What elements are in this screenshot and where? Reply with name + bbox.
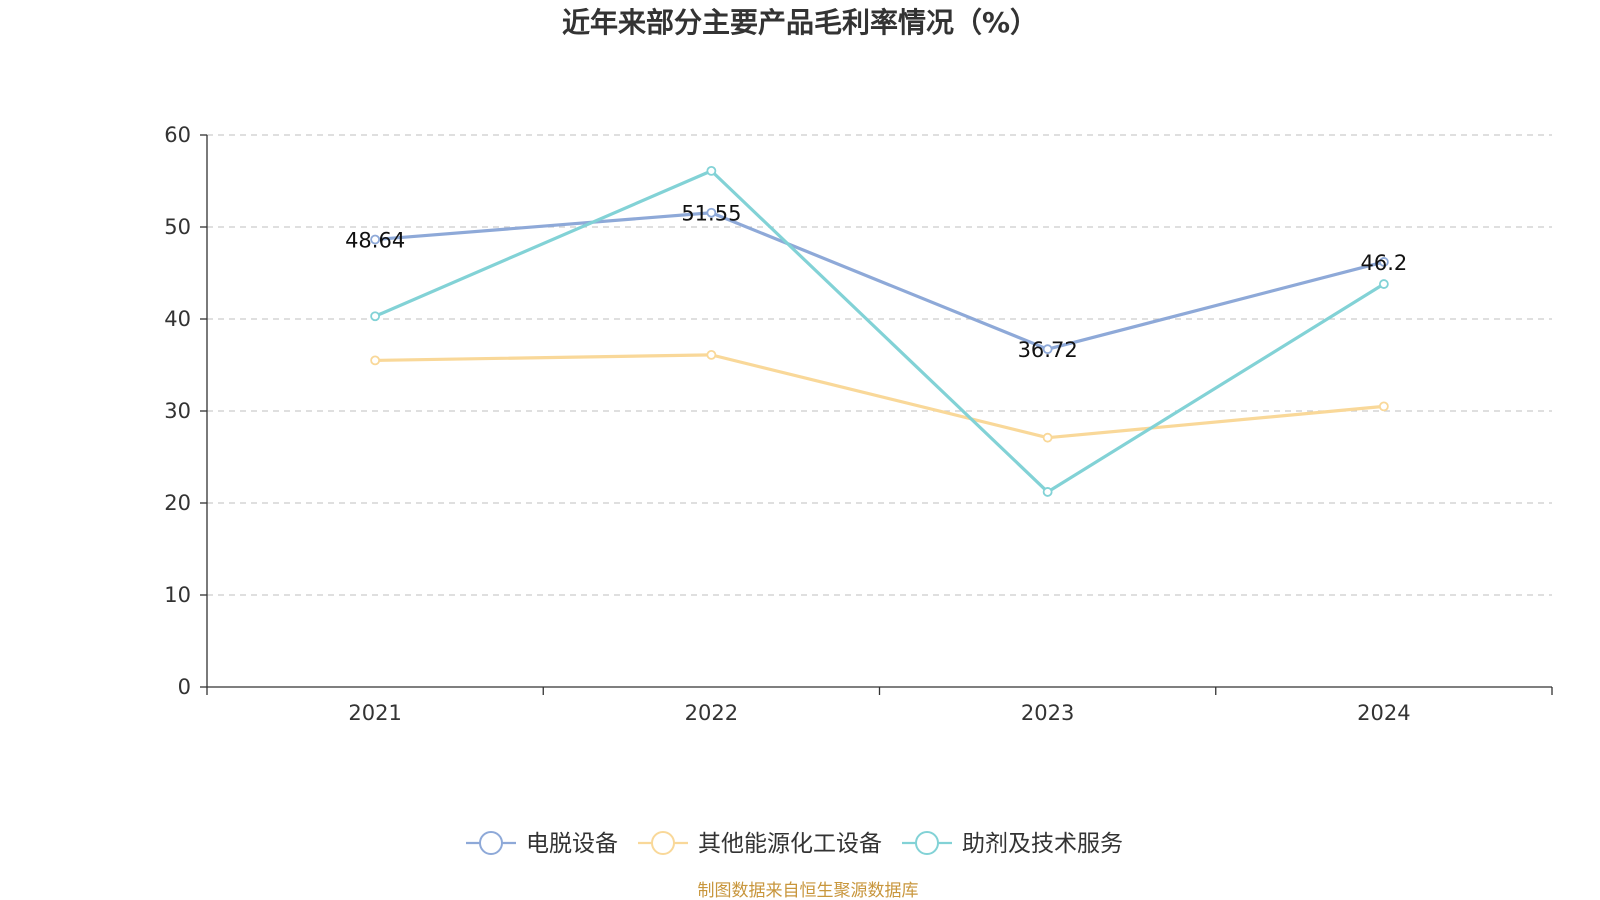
y-tick-label: 30 (164, 399, 191, 423)
data-point[interactable] (706, 349, 717, 360)
x-tick-label: 2023 (1021, 701, 1074, 725)
series-lines (370, 165, 1389, 497)
legend-item[interactable]: 其他能源化工设备 (638, 831, 882, 857)
data-point[interactable] (1378, 257, 1389, 267)
data-point[interactable] (370, 311, 381, 322)
data-point[interactable] (706, 165, 717, 176)
data-point[interactable] (1378, 401, 1389, 412)
data-point[interactable] (1042, 432, 1053, 443)
legend-label: 其他能源化工设备 (698, 831, 882, 857)
x-tick-label: 2022 (685, 701, 738, 725)
y-tick-label: 10 (164, 583, 191, 607)
axes: 0 10 20 30 40 50 60 2021 2022 2023 2024 (164, 123, 1553, 725)
series-group (370, 165, 1389, 497)
series-line (374, 169, 1385, 494)
series-line (375, 353, 1385, 440)
y-tick-label: 20 (164, 491, 191, 515)
legend: 电脱设备 其他能源化工设备 助剂及技术服务 (466, 831, 1123, 857)
series-group (370, 207, 1389, 355)
data-point[interactable] (706, 207, 717, 218)
data-point[interactable] (370, 355, 381, 366)
data-label: 36.72 (1018, 338, 1078, 362)
data-point[interactable] (1042, 487, 1053, 497)
legend-label: 助剂及技术服务 (962, 831, 1123, 857)
y-tick-label: 60 (164, 123, 191, 147)
x-tick-label: 2021 (348, 701, 401, 725)
data-label: 48.64 (345, 229, 405, 253)
legend-marker (651, 831, 675, 855)
data-point[interactable] (1378, 279, 1389, 289)
series-group (370, 349, 1389, 443)
legend-item[interactable]: 助剂及技术服务 (902, 831, 1123, 857)
legend-item[interactable]: 电脱设备 (466, 831, 618, 857)
series-line (374, 211, 1385, 351)
chart-title: 近年来部分主要产品毛利率情况（%） (562, 6, 1038, 39)
data-label: 46.2 (1360, 251, 1407, 275)
data-label: 51.55 (681, 202, 741, 226)
data-labels: 48.64 51.55 36.72 46.2 (345, 202, 1407, 362)
x-tick-label: 2024 (1357, 701, 1410, 725)
data-point[interactable] (1042, 344, 1053, 355)
data-point[interactable] (370, 234, 381, 245)
legend-label: 电脱设备 (526, 831, 618, 857)
y-tick-label: 0 (178, 675, 191, 699)
y-tick-label: 50 (164, 215, 191, 239)
source-note: 制图数据来自恒生聚源数据库 (698, 881, 919, 900)
legend-marker (915, 831, 939, 855)
legend-marker (479, 831, 503, 855)
y-tick-label: 40 (164, 307, 191, 331)
grid-lines (207, 134, 1552, 596)
